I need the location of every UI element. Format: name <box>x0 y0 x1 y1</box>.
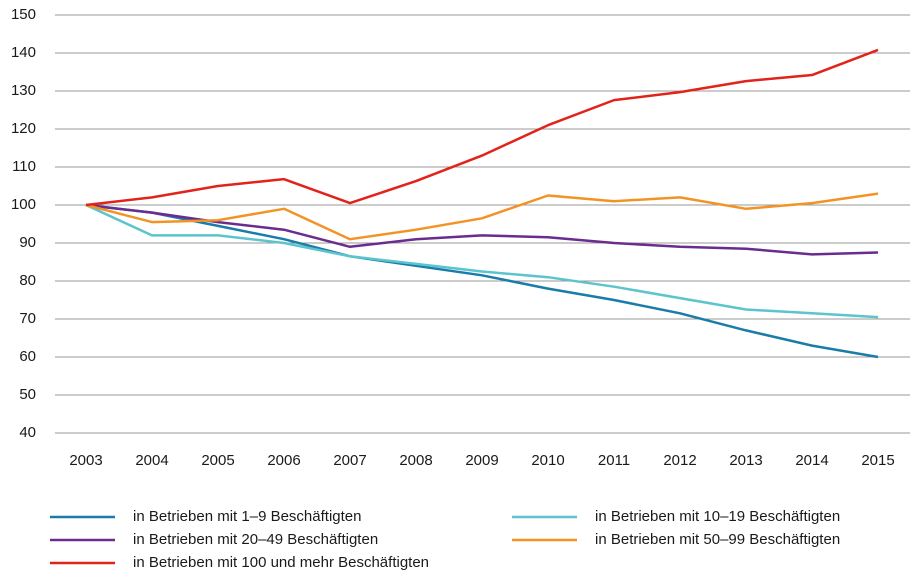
y-tick-label: 140 <box>11 44 36 61</box>
legend-label: in Betrieben mit 10–19 Beschäftigten <box>595 508 840 525</box>
x-tick-label: 2011 <box>598 452 630 469</box>
y-tick-label: 150 <box>11 6 36 23</box>
series-line <box>85 192 879 241</box>
series-line <box>85 203 879 319</box>
y-tick-label: 80 <box>19 272 36 289</box>
x-tick-label: 2015 <box>861 452 894 469</box>
x-tick-label: 2012 <box>663 452 696 469</box>
x-tick-label: 2014 <box>795 452 828 469</box>
y-tick-label: 100 <box>11 196 36 213</box>
y-tick-label: 50 <box>19 386 36 403</box>
y-tick-label: 60 <box>19 348 36 365</box>
x-tick-label: 2004 <box>135 452 168 469</box>
series-line <box>85 203 879 359</box>
x-tick-label: 2006 <box>267 452 300 469</box>
legend-label: in Betrieben mit 100 und mehr Beschäftig… <box>133 554 429 571</box>
y-tick-label: 110 <box>12 158 36 175</box>
x-tick-label: 2013 <box>729 452 762 469</box>
y-tick-label: 40 <box>19 424 36 441</box>
y-tick-label: 130 <box>11 82 36 99</box>
legend-label: in Betrieben mit 20–49 Beschäftigten <box>133 531 378 548</box>
y-tick-label: 90 <box>19 234 36 251</box>
x-tick-label: 2003 <box>69 452 102 469</box>
x-tick-label: 2009 <box>465 452 498 469</box>
y-tick-label: 120 <box>11 120 36 137</box>
series-line <box>85 203 879 256</box>
series-line <box>85 48 879 207</box>
legend-label: in Betrieben mit 50–99 Beschäftigten <box>595 531 840 548</box>
y-tick-label: 70 <box>19 310 36 327</box>
x-tick-label: 2010 <box>531 452 564 469</box>
x-tick-label: 2007 <box>333 452 366 469</box>
x-tick-label: 2005 <box>201 452 234 469</box>
x-tick-label: 2008 <box>399 452 432 469</box>
legend-label: in Betrieben mit 1–9 Beschäftigten <box>133 508 361 525</box>
